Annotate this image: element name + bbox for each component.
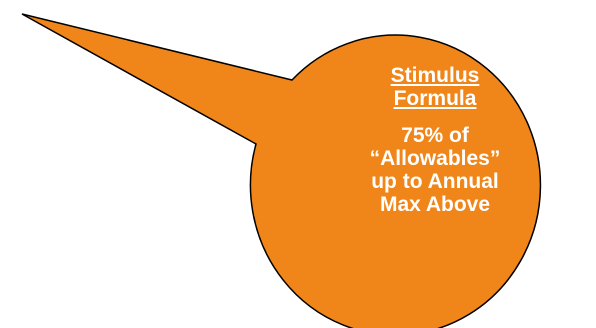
callout-body-line-4: Max Above	[379, 193, 491, 216]
callout-body: 75% of “Allowables” up to Annual Max Abo…	[330, 124, 540, 216]
callout-title: Stimulus Formula	[330, 64, 540, 110]
speech-bubble-shape	[21, 13, 542, 328]
callout-text-block: Stimulus Formula 75% of “Allowables” up …	[330, 64, 540, 216]
callout-body-line-2: “Allowables”	[369, 147, 501, 170]
callout-title-line-1: Stimulus	[390, 64, 480, 87]
callout-body-line-3: up to Annual	[371, 170, 499, 193]
callout-body-line-1: 75% of	[401, 124, 469, 147]
callout-title-line-2: Formula	[393, 87, 477, 110]
